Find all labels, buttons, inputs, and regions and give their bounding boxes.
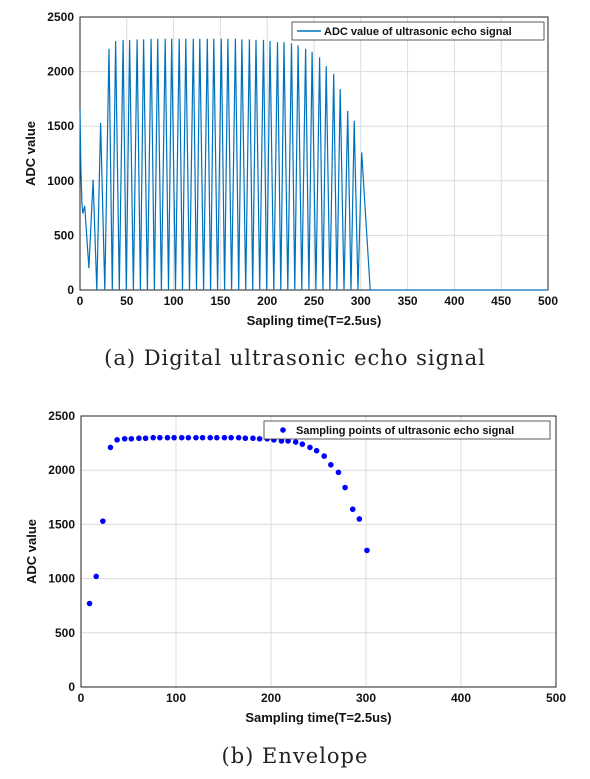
data-point	[307, 444, 313, 451]
data-point	[142, 435, 149, 442]
x-tick-label: 200	[261, 691, 281, 705]
chart-panel-b: 0 100 200 300 400 500 0 500 1000 1500 2000 2500 Samp…	[0, 392, 590, 779]
x-tick-label: 100	[164, 294, 184, 308]
x-tick-label: 150	[210, 294, 230, 308]
x-tick-label: 0	[78, 691, 85, 705]
x-tick-label: 500	[546, 691, 566, 705]
data-point	[86, 600, 93, 607]
chart-b-caption: (b) Envelope	[221, 744, 369, 768]
data-point	[214, 434, 220, 441]
data-point	[299, 441, 306, 447]
data-point	[178, 434, 185, 441]
data-point	[193, 434, 199, 441]
data-point	[285, 438, 291, 444]
chart-a-caption: (a) Digital ultrasonic echo signal	[104, 346, 486, 370]
x-tick-label: 300	[356, 691, 376, 705]
data-point	[242, 435, 249, 442]
x-tick-label: 200	[257, 294, 277, 308]
chart-panel-a: 0 50 100 150 200 250 300 350 400 450 500 0 500 1000 15…	[23, 10, 558, 370]
data-point	[228, 434, 234, 441]
data-point	[292, 439, 299, 445]
data-point	[221, 434, 228, 441]
x-tick-label: 450	[491, 294, 511, 308]
y-tick-label: 2500	[47, 10, 74, 24]
data-point	[207, 434, 213, 441]
x-axis-label: Sapling time(T=2.5us)	[247, 313, 382, 328]
plot-frame	[80, 415, 557, 688]
scatter-series	[86, 434, 370, 607]
data-point	[321, 453, 328, 459]
y-tick-label: 0	[68, 680, 75, 694]
x-tick-label: 250	[304, 294, 324, 308]
data-point	[256, 435, 263, 442]
data-point	[114, 437, 120, 443]
signal-line	[79, 38, 548, 291]
chart-a-svg: 0 50 100 150 200 250 300 350 400 450 500 0 500 1000 15…	[23, 10, 558, 328]
data-point	[150, 434, 156, 441]
y-tick-label: 1500	[47, 119, 74, 133]
y-tick-label: 500	[55, 626, 75, 640]
y-axis-label: ADC value	[23, 121, 38, 186]
y-tick-label: 0	[67, 283, 74, 297]
data-point	[185, 434, 192, 441]
data-point	[107, 444, 114, 451]
data-point	[342, 484, 348, 491]
data-point	[364, 547, 370, 554]
data-point	[128, 435, 135, 442]
x-tick-label: 400	[444, 294, 464, 308]
data-point	[121, 435, 128, 442]
x-tick-label: 0	[77, 294, 84, 308]
chart-b-svg: 0 100 200 300 400 500 0 500 1000 1500 2000 2500 Samp…	[24, 409, 566, 725]
plot-frame	[79, 16, 549, 291]
data-point	[136, 435, 142, 442]
data-point	[328, 461, 334, 468]
x-tick-label: 400	[451, 691, 471, 705]
x-tick-label: 500	[538, 294, 558, 308]
data-point	[171, 434, 177, 441]
x-tick-label: 300	[351, 294, 371, 308]
y-axis-label: ADC value	[24, 519, 39, 584]
y-tick-label: 1500	[48, 517, 75, 531]
data-point	[164, 434, 171, 441]
data-point	[313, 447, 320, 454]
data-point	[100, 518, 106, 524]
legend: ADC value of ultrasonic echo signal	[291, 21, 545, 41]
x-tick-label: 50	[120, 294, 134, 308]
data-point	[199, 434, 206, 441]
y-tick-label: 2000	[47, 65, 74, 79]
data-point	[335, 469, 342, 476]
data-point	[250, 435, 256, 442]
y-tick-label: 1000	[48, 572, 75, 586]
data-point	[157, 434, 163, 441]
grid	[80, 415, 557, 688]
y-tick-label: 2500	[48, 409, 75, 423]
legend-box	[263, 420, 551, 440]
y-tick-label: 2000	[48, 463, 75, 477]
y-tick-label: 500	[54, 228, 74, 242]
legend-box	[291, 21, 545, 41]
data-point	[349, 506, 356, 513]
legend-label: Sampling points of ultrasonic echo signa…	[296, 425, 514, 437]
legend-marker-swatch	[280, 427, 286, 433]
y-tick-label: 1000	[47, 174, 74, 188]
data-point	[235, 434, 242, 441]
data-point	[93, 573, 99, 580]
legend: Sampling points of ultrasonic echo signa…	[263, 420, 551, 440]
x-tick-label: 350	[398, 294, 418, 308]
x-tick-label: 100	[166, 691, 186, 705]
data-point	[356, 516, 363, 522]
legend-label: ADC value of ultrasonic echo signal	[324, 26, 512, 38]
data-point	[278, 438, 285, 444]
x-axis-label: Sampling time(T=2.5us)	[245, 710, 391, 725]
